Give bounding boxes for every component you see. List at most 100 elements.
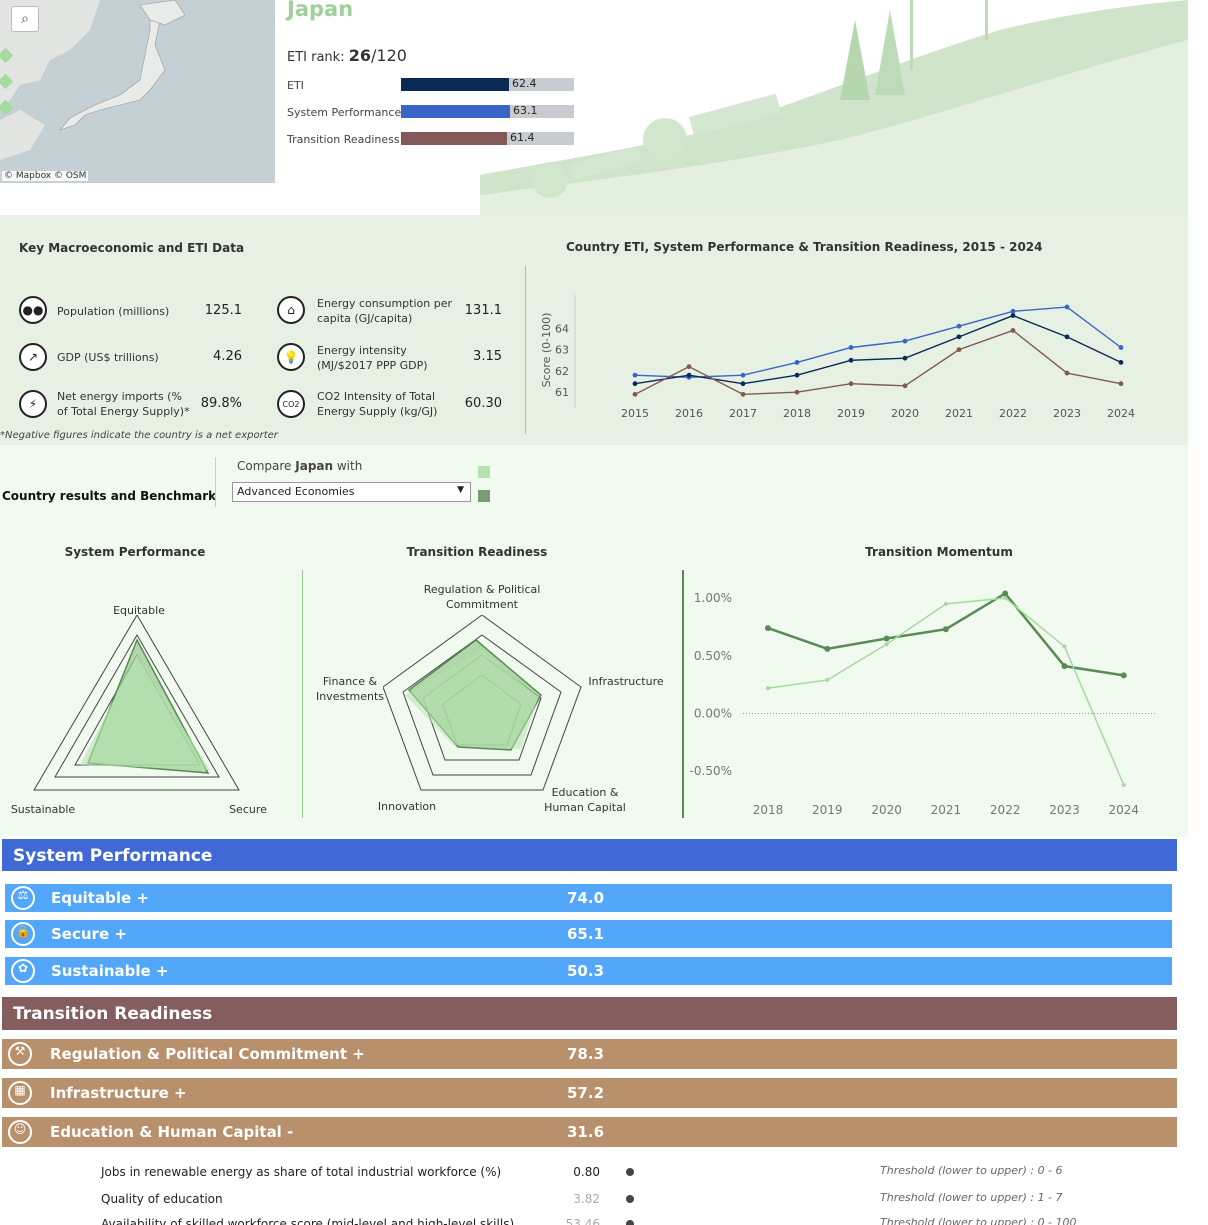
trend-point: [1064, 370, 1070, 376]
kpi-label: Energy intensity (MJ/$2017 PPP GDP): [317, 344, 428, 372]
indicator-threshold: Threshold (lower to upper) : 0 - 6: [880, 1164, 1063, 1177]
score-bar-track: 63.1: [401, 104, 574, 118]
row-value: 65.1: [567, 925, 605, 943]
indicator-label[interactable]: Availability of skilled workforce score …: [101, 1217, 515, 1225]
momentum-chart: 1.00% 0.50% 0.00% -0.50% 2018 2019 2020 2021 202…: [690, 590, 1156, 817]
japan-map-shape: [0, 0, 186, 160]
sp-row[interactable]: 🔒 Secure + 65.1: [5, 920, 1172, 948]
score-value: 62.4: [512, 77, 537, 90]
row-label: Equitable +: [51, 889, 149, 907]
trend-point: [632, 381, 638, 387]
indicator-label[interactable]: Quality of education: [101, 1192, 223, 1206]
kpi-value: 60.30: [464, 396, 502, 411]
tr-row[interactable]: ⚒ Regulation & Political Commitment + 78.3: [2, 1039, 1177, 1069]
trend-point: [740, 372, 746, 378]
momentum-y-tick: 1.00%: [694, 591, 732, 605]
score-value: 61.4: [510, 131, 535, 144]
momentum-point: [943, 601, 948, 606]
trend-point: [1118, 345, 1124, 350]
radar-sp-axis-sustainable: Sustainable: [10, 803, 76, 816]
kpi-label: Population (millions): [57, 305, 170, 318]
momentum-point: [1121, 783, 1126, 787]
momentum-x-tick: 2019: [812, 803, 843, 817]
macro-divider: [525, 266, 526, 434]
momentum-x-tick: 2024: [1109, 803, 1140, 817]
compare-suffix: with: [333, 459, 363, 473]
momentum-x-tick: 2023: [1049, 803, 1080, 817]
row-label: Infrastructure +: [50, 1084, 187, 1102]
momentum-point: [884, 642, 889, 647]
info-icon[interactable]: [626, 1168, 634, 1176]
radar-sp-axis-equitable: Equitable: [113, 604, 165, 617]
trend-point: [956, 323, 962, 329]
eti-rank-label: ETI rank:: [287, 50, 345, 65]
compare-country: Japan: [295, 459, 334, 473]
kpi-value: 89.8%: [200, 396, 242, 411]
info-icon[interactable]: [626, 1195, 634, 1203]
macro-title: Key Macroeconomic and ETI Data: [19, 241, 245, 255]
radar-tr-axis-infrastructure: Infrastructure: [588, 675, 664, 688]
trend-x-tick: 2016: [675, 407, 703, 420]
trend-point: [848, 357, 854, 363]
indicator-threshold: Threshold (lower to upper) : 0 - 100: [880, 1216, 1077, 1225]
kpi-label: Energy consumption per capita (GJ/capita…: [317, 297, 452, 325]
benchmark-select[interactable]: Advanced Economies ▼: [232, 482, 471, 502]
row-label: Secure +: [51, 925, 127, 943]
eti-rank: ETI rank: 26/120: [287, 46, 407, 65]
trend-point: [740, 381, 746, 387]
sp-row[interactable]: ✿ Sustainable + 50.3: [5, 957, 1172, 985]
house-energy-icon: ⌂: [277, 296, 305, 324]
trend-series-line: [634, 306, 1122, 379]
tr-row[interactable]: ☺ Education & Human Capital - 31.6: [2, 1117, 1177, 1147]
power-tower-icon: ⚡: [19, 390, 47, 418]
info-icon[interactable]: [626, 1220, 634, 1225]
population-icon: ●●: [19, 296, 47, 324]
trend-point: [686, 372, 692, 378]
legend-country-swatch: [478, 466, 490, 478]
trend-point: [1118, 381, 1124, 387]
indicator-value: 3.82: [573, 1192, 600, 1206]
indicator-value: 0.80: [573, 1165, 600, 1179]
trend-y-tick: 63: [555, 344, 569, 357]
kpi-value: 125.1: [204, 303, 242, 318]
momentum-point: [765, 625, 771, 632]
radar-divider-2: [682, 570, 684, 818]
sp-row[interactable]: ⚖ Equitable + 74.0: [5, 884, 1172, 912]
radar-tr-axis-education: Education & Human Capital: [544, 786, 626, 814]
kpi-label: GDP (US$ trillions): [57, 351, 159, 364]
row-label: Sustainable +: [51, 962, 169, 980]
country-map[interactable]: ⌕ © Mapbox © OSM: [0, 0, 275, 183]
radar-sp-benchmark: [80, 655, 210, 770]
lightbulb-icon: 💡: [277, 343, 305, 371]
compare-prefix: Compare: [237, 459, 296, 473]
indicator-threshold: Threshold (lower to upper) : 1 - 7: [880, 1191, 1063, 1204]
trend-point: [686, 364, 692, 370]
people-icon: ☺: [8, 1120, 32, 1144]
row-value: 74.0: [567, 889, 605, 907]
benchmark-title: Country results and Benchmark: [2, 489, 217, 503]
momentum-point: [1002, 590, 1009, 597]
row-label: Regulation & Political Commitment +: [50, 1045, 365, 1063]
radar-tr-title: Transition Readiness: [406, 545, 548, 559]
trend-x-tick: 2018: [783, 407, 811, 420]
search-icon: ⌕: [21, 11, 29, 27]
lock-icon: 🔒: [11, 922, 35, 946]
map-credit[interactable]: © Mapbox © OSM: [2, 171, 89, 181]
map-search-button[interactable]: ⌕: [11, 6, 39, 32]
momentum-point: [1003, 596, 1008, 601]
trend-point: [848, 381, 854, 387]
momentum-point: [1062, 644, 1067, 649]
tr-row[interactable]: ▦ Infrastructure + 57.2: [2, 1078, 1177, 1108]
score-label: Transition Readiness: [287, 133, 400, 146]
trend-point: [902, 383, 908, 389]
trend-y-label: Score (0-100): [540, 313, 553, 388]
trend-point: [1118, 360, 1124, 365]
momentum-x-tick: 2020: [871, 803, 902, 817]
momentum-point: [942, 626, 949, 633]
momentum-point: [1061, 663, 1068, 670]
momentum-series-line: [767, 597, 1125, 786]
trend-point: [1010, 313, 1016, 318]
indicator-label[interactable]: Jobs in renewable energy as share of tot…: [101, 1165, 502, 1179]
trend-point: [740, 391, 746, 397]
momentum-y-tick: -0.50%: [690, 764, 732, 778]
